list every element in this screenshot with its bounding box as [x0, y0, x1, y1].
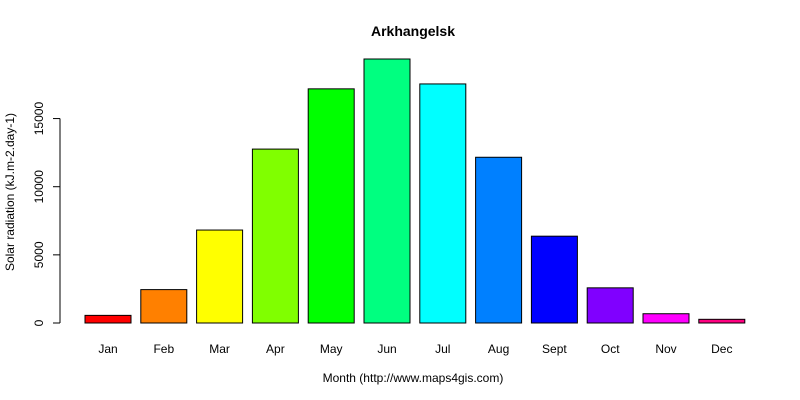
- bar-mar: [196, 229, 244, 324]
- x-tick-label: May: [320, 342, 343, 356]
- y-tick-label: 15000: [32, 102, 46, 136]
- x-tick-label: Jun: [377, 342, 396, 356]
- bar-jul: [419, 83, 467, 324]
- bar-sept: [530, 235, 578, 324]
- x-tick-labels: Jan Feb Mar Apr May Jun Jul Aug Sept Oct Nov Dec: [98, 342, 732, 356]
- x-tick-label: Sept: [542, 342, 567, 356]
- bar-oct: [586, 287, 634, 324]
- bar-aug: [475, 156, 523, 324]
- bar-feb: [140, 289, 188, 324]
- bar-jan: [84, 314, 132, 324]
- x-axis-label: Month (http://www.maps4gis.com): [323, 371, 504, 385]
- bar-apr: [251, 148, 299, 324]
- x-tick-label: Jan: [98, 342, 117, 356]
- x-tick-label: Nov: [655, 342, 676, 356]
- x-tick-label: Apr: [266, 342, 285, 356]
- x-tick-label: Feb: [153, 342, 174, 356]
- y-axis-label: Solar radiation (kJ.m-2.day-1): [3, 113, 17, 271]
- x-tick-label: Aug: [488, 342, 509, 356]
- y-axis: 0 5000 10000 15000: [32, 102, 61, 326]
- bar-may: [307, 88, 355, 324]
- y-tick-label: 10000: [32, 170, 46, 204]
- bars: [84, 58, 746, 324]
- bar-nov: [642, 313, 690, 324]
- x-tick-label: Oct: [601, 342, 620, 356]
- bar-jun: [363, 58, 411, 324]
- y-tick-label: 5000: [32, 241, 46, 268]
- y-tick-label: 0: [32, 319, 46, 326]
- chart-title: Arkhangelsk: [371, 23, 455, 39]
- x-tick-label: Dec: [711, 342, 732, 356]
- x-tick-label: Jul: [435, 342, 450, 356]
- bar-dec: [698, 318, 746, 324]
- x-tick-label: Mar: [209, 342, 230, 356]
